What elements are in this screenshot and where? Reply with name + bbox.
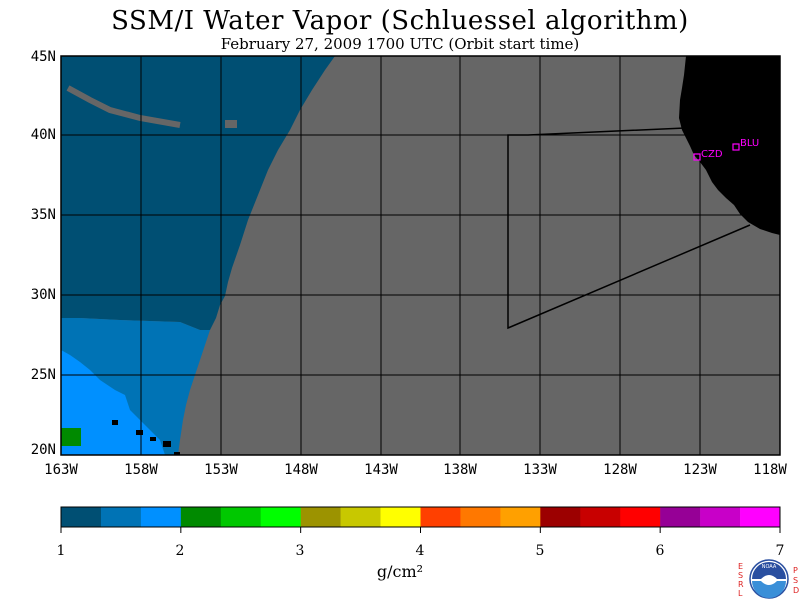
station-blu: BLU (732, 138, 759, 151)
noaa-logo: E S R L NOAA P S D (736, 556, 800, 600)
colorbar-tick-6: 6 (655, 543, 665, 559)
island-4 (163, 441, 171, 447)
lon-label-118w: 118W (753, 462, 787, 478)
island-2 (136, 430, 143, 435)
logo-letter-s2: S (793, 576, 799, 585)
logo-text: NOAA (762, 564, 777, 570)
map-title: SSM/I Water Vapor (Schluessel algorithm) (111, 6, 689, 36)
colorbar-tick-5: 5 (535, 543, 545, 559)
lat-label-20n: 20N (30, 442, 56, 458)
colorbar-tick-3: 3 (295, 543, 305, 559)
study-region-outline (507, 127, 751, 330)
colorbar-units: g/cm² (376, 562, 424, 581)
lon-label-153w: 153W (204, 462, 238, 478)
vapor-streak (66, 85, 181, 128)
lat-label-30n: 30N (30, 287, 56, 303)
vapor-patch (225, 120, 237, 128)
lat-label-40n: 40N (30, 127, 56, 143)
colorbar-tick-1: 1 (56, 543, 66, 559)
lon-label-123w: 123W (683, 462, 717, 478)
logo-letter-l: L (738, 589, 743, 598)
lat-label-35n: 35N (30, 207, 56, 223)
map-frame (60, 55, 781, 456)
lon-label-158w: 158W (124, 462, 158, 478)
station-czd-label: CZD (701, 149, 723, 160)
island-1 (112, 420, 118, 425)
lon-label-163w: 163W (44, 462, 78, 478)
station-blu-label: BLU (740, 138, 759, 149)
vapor-region-3 (61, 350, 165, 455)
lon-label-148w: 148W (284, 462, 318, 478)
island-5 (174, 452, 180, 455)
colorbar-tick-4: 4 (415, 543, 425, 559)
logo-letter-r: R (738, 580, 744, 589)
lon-label-138w: 138W (443, 462, 477, 478)
logo-letter-p: P (793, 566, 798, 575)
land-california (679, 56, 780, 235)
colorbar-tick-2: 2 (175, 543, 185, 559)
logo-letter-e: E (738, 562, 744, 571)
station-czd: CZD (693, 149, 723, 161)
map-subtitle: February 27, 2009 1700 UTC (Orbit start … (220, 35, 580, 53)
colorbar-tick-7: 7 (775, 543, 785, 559)
lat-label-45n: 45N (30, 49, 56, 65)
lat-label-25n: 25N (30, 367, 56, 383)
lon-label-128w: 128W (603, 462, 637, 478)
lon-label-133w: 133W (523, 462, 557, 478)
lon-label-143w: 143W (364, 462, 398, 478)
noaa-emblem-icon: NOAA (749, 559, 789, 599)
logo-letter-d: D (793, 586, 800, 595)
island-3 (150, 437, 156, 441)
logo-letter-s: S (738, 571, 744, 580)
water-vapor-map: CZD BLU (60, 55, 781, 456)
vapor-region-1 (61, 56, 335, 330)
vapor-region-4 (61, 428, 81, 446)
graticule (61, 56, 780, 455)
